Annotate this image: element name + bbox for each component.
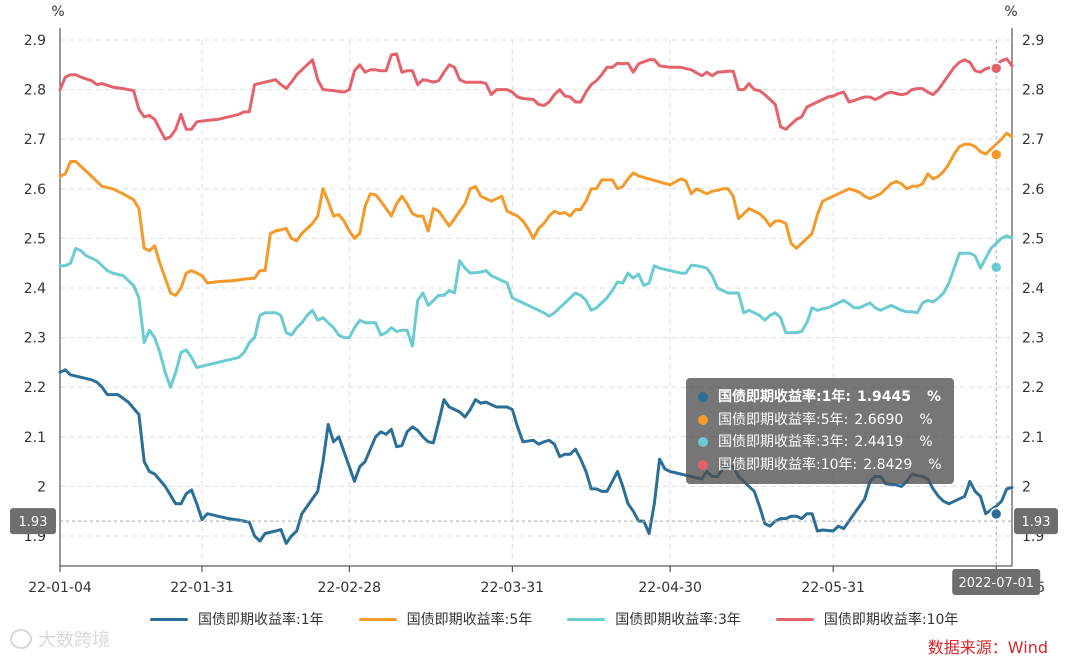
y-tick-label-left: 2.7 bbox=[24, 132, 46, 148]
series-layer bbox=[58, 52, 1014, 545]
crosshair-marker-s1 bbox=[989, 507, 1003, 521]
x-tick-label: 22-04-30 bbox=[638, 580, 702, 596]
y-tick-label-right: 2.8 bbox=[1022, 83, 1044, 99]
legend-label: 国债即期收益率:3年 bbox=[615, 612, 741, 628]
watermark: 大数跨境 bbox=[10, 626, 110, 652]
tooltip-row: 国债即期收益率:3年: 2.4419% bbox=[698, 431, 942, 454]
y-tick-label-right: 2.2 bbox=[1022, 380, 1044, 396]
tooltip-series-label: 国债即期收益率:10年: bbox=[718, 456, 858, 473]
crosshair-x-label: 2022-07-01 bbox=[958, 576, 1034, 591]
series-line-s1 bbox=[58, 368, 1014, 545]
tooltip-dot-icon bbox=[698, 414, 708, 425]
y-tick-label-right: 2.1 bbox=[1022, 430, 1044, 446]
y-tick-label-right: 2.9 bbox=[1022, 33, 1044, 49]
y-tick-label-left: 2.3 bbox=[24, 331, 46, 347]
y-tick-label-left: 2.8 bbox=[24, 83, 46, 99]
series-line-s3 bbox=[58, 234, 1014, 389]
crosshair-y-label-right: 1.93 bbox=[1022, 515, 1051, 530]
tooltip-unit: % bbox=[919, 411, 933, 428]
tooltip-series-label: 国债即期收益率:1年: bbox=[718, 389, 851, 405]
legend-item[interactable]: 国债即期收益率:3年 bbox=[567, 609, 741, 629]
x-tick-label: 22-02-28 bbox=[318, 580, 382, 596]
tooltip-row: 国债即期收益率:10年: 2.8429% bbox=[698, 454, 942, 477]
y-unit-right: % bbox=[1004, 4, 1017, 20]
y-tick-label-left: 2.1 bbox=[24, 430, 46, 446]
legend-label: 国债即期收益率:5年 bbox=[406, 612, 533, 628]
crosshair-x-box bbox=[952, 569, 1041, 595]
watermark-text: 大数跨境 bbox=[38, 630, 110, 651]
y-tick-label-right: 2.3 bbox=[1022, 331, 1044, 347]
crosshair-marker-s10 bbox=[989, 62, 1003, 75]
legend-line-icon bbox=[150, 617, 188, 621]
tooltip-value: 2.6690 bbox=[854, 411, 904, 428]
legend: 国债即期收益率:1年 国债即期收益率:5年 国债即期收益率:3年 国债即期收益率:10… bbox=[150, 609, 958, 629]
tooltip-dot-icon bbox=[698, 392, 708, 403]
data-source-label: 数据来源：Wind bbox=[927, 638, 1048, 657]
line-chart[interactable]: 2.9 2.9 2.8 2.8 2.7 2.7 2.6 2.6 2.5 2.5 2.4 2.4 2.3 2… bbox=[0, 0, 1080, 600]
tooltip-series-label: 国债即期收益率:3年: bbox=[718, 434, 849, 450]
axis-layer: 2.9 2.9 2.8 2.8 2.7 2.7 2.6 2.6 2.5 2.5 2.4 2.4 2.3 2… bbox=[24, 4, 1045, 596]
crosshair-marker-s3 bbox=[989, 260, 1003, 274]
series-line-s10 bbox=[58, 52, 1014, 141]
y-tick-label-left: 2.4 bbox=[24, 281, 46, 297]
tooltip: 国债即期收益率:1年: 1.9445% 国债即期收益率:5年: 2.6690% 国债即期… bbox=[686, 378, 954, 484]
crosshair-marker-s5 bbox=[989, 148, 1003, 161]
x-tick-label: 22-01-31 bbox=[170, 580, 234, 596]
y-tick-label-right: 2 bbox=[1022, 479, 1031, 495]
crosshair-y-box-left bbox=[10, 508, 56, 535]
tooltip-row: 国债即期收益率:5年: 2.6690% bbox=[698, 409, 942, 432]
legend-line-icon bbox=[775, 617, 814, 621]
crosshair-layer: 1.93 1.93 2022-07-01 bbox=[10, 40, 1058, 595]
y-tick-label-left: 2.2 bbox=[24, 380, 46, 396]
y-tick-label-right: 2.6 bbox=[1022, 182, 1044, 198]
tooltip-unit: % bbox=[928, 456, 942, 473]
legend-item[interactable]: 国债即期收益率:5年 bbox=[358, 609, 533, 629]
tooltip-dot-icon bbox=[698, 437, 708, 448]
crosshair-y-box-right bbox=[1014, 508, 1058, 535]
tooltip-dot-icon bbox=[698, 459, 708, 470]
tooltip-unit: % bbox=[926, 389, 942, 405]
x-tick-label: 22-01-04 bbox=[28, 580, 92, 596]
tooltip-unit: % bbox=[919, 434, 933, 450]
tooltip-row: 国债即期收益率:1年: 1.9445% bbox=[698, 386, 942, 409]
tooltip-value: 2.8429 bbox=[863, 456, 913, 473]
series-line-s5 bbox=[58, 131, 1014, 297]
legend-item[interactable]: 国债即期收益率:1年 bbox=[150, 609, 324, 629]
y-tick-label-left: 2.6 bbox=[24, 182, 46, 198]
tooltip-value: 2.4419 bbox=[854, 434, 904, 450]
legend-line-icon bbox=[358, 617, 397, 621]
x-tick-label: 22-03-31 bbox=[481, 580, 545, 596]
y-tick-label-right: 2.5 bbox=[1022, 231, 1044, 247]
x-tick-label: 22-05-31 bbox=[801, 580, 865, 596]
y-tick-label-left: 2.9 bbox=[24, 33, 46, 49]
legend-line-icon bbox=[567, 617, 606, 621]
legend-label: 国债即期收益率:10年 bbox=[823, 612, 959, 628]
tooltip-series-label: 国债即期收益率:5年: bbox=[718, 411, 849, 428]
y-tick-label-left: 2 bbox=[37, 479, 46, 495]
y-tick-label-right: 2.7 bbox=[1022, 132, 1044, 148]
y-tick-label-left: 2.5 bbox=[24, 231, 46, 247]
y-unit-left: % bbox=[51, 4, 64, 20]
y-tick-label-right: 2.4 bbox=[1022, 281, 1044, 297]
legend-item[interactable]: 国债即期收益率:10年 bbox=[775, 609, 959, 629]
tooltip-value: 1.9445 bbox=[856, 389, 911, 405]
legend-label: 国债即期收益率:1年 bbox=[198, 612, 324, 628]
crosshair-y-label-left: 1.93 bbox=[19, 515, 48, 530]
watermark-logo-icon bbox=[10, 629, 32, 649]
